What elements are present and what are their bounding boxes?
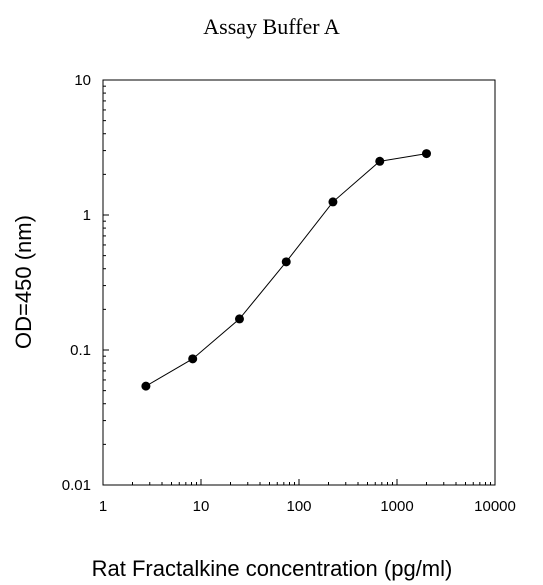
- x-tick-label: 10: [193, 498, 210, 515]
- data-point: [328, 197, 338, 207]
- y-tick-label: 1: [83, 207, 91, 224]
- x-tick-label: 1000: [380, 498, 413, 515]
- x-axis-label: Rat Fractalkine concentration (pg/ml): [92, 556, 453, 581]
- y-tick-label: 0.1: [70, 342, 91, 359]
- data-point: [234, 314, 244, 324]
- y-tick-label: 10: [74, 72, 91, 89]
- x-tick-label: 1: [99, 498, 107, 515]
- y-axis-label: OD=450 (nm): [11, 215, 36, 349]
- data-point: [281, 257, 291, 267]
- x-tick-label: 10000: [474, 498, 516, 515]
- data-point: [141, 381, 151, 391]
- data-point: [422, 149, 432, 159]
- chart-title: Assay Buffer A: [203, 14, 340, 39]
- series-line: [145, 153, 427, 387]
- data-point: [375, 156, 385, 166]
- x-tick-label: 100: [286, 498, 311, 515]
- plot-frame: [102, 79, 496, 486]
- y-tick-label: 0.01: [62, 477, 91, 494]
- data-point: [188, 354, 198, 364]
